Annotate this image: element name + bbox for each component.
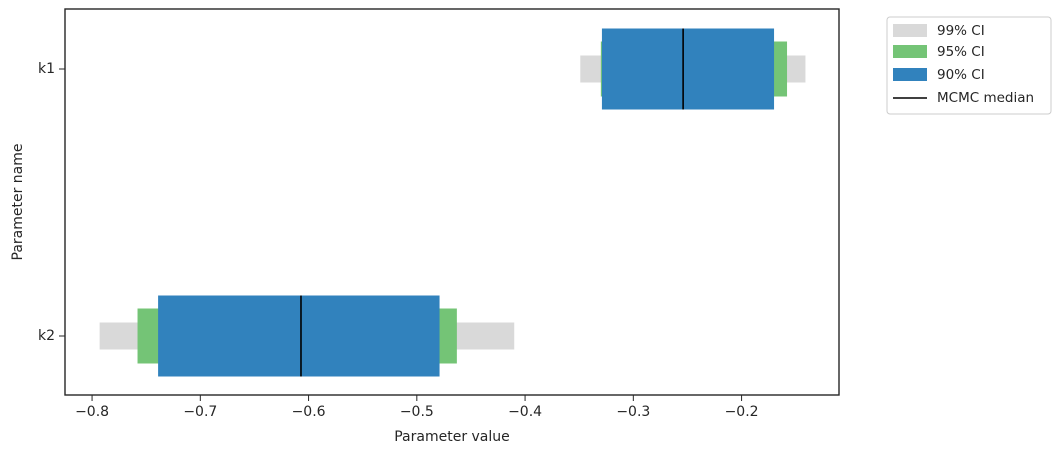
legend-label: 95% CI <box>937 44 985 60</box>
x-tick-label: −0.3 <box>616 404 650 420</box>
legend-label: 99% CI <box>937 23 985 39</box>
x-tick-label: −0.8 <box>75 404 109 420</box>
y-tick-label: k1 <box>38 61 55 77</box>
legend-patch <box>893 24 927 37</box>
plot-frame <box>64 8 840 396</box>
y-tick-label: k2 <box>38 328 55 344</box>
legend-box <box>886 16 1052 115</box>
y-axis-label: Parameter name <box>10 144 26 261</box>
x-tick-label: −0.4 <box>508 404 542 420</box>
x-tick-label: −0.6 <box>292 404 326 420</box>
legend: 99% CI 95% CI 90% CI MCMC median <box>886 16 1052 115</box>
legend-patch <box>893 68 927 81</box>
legend-label: 90% CI <box>937 67 985 83</box>
legend-label: MCMC median <box>937 90 1034 106</box>
interval-bar <box>158 295 440 377</box>
x-axis-label: Parameter value <box>394 429 510 445</box>
interval-bar <box>601 28 775 110</box>
x-tick-label: −0.2 <box>725 404 759 420</box>
x-tick-label: −0.7 <box>183 404 217 420</box>
x-tick-label: −0.5 <box>400 404 434 420</box>
legend-patch <box>893 45 927 58</box>
